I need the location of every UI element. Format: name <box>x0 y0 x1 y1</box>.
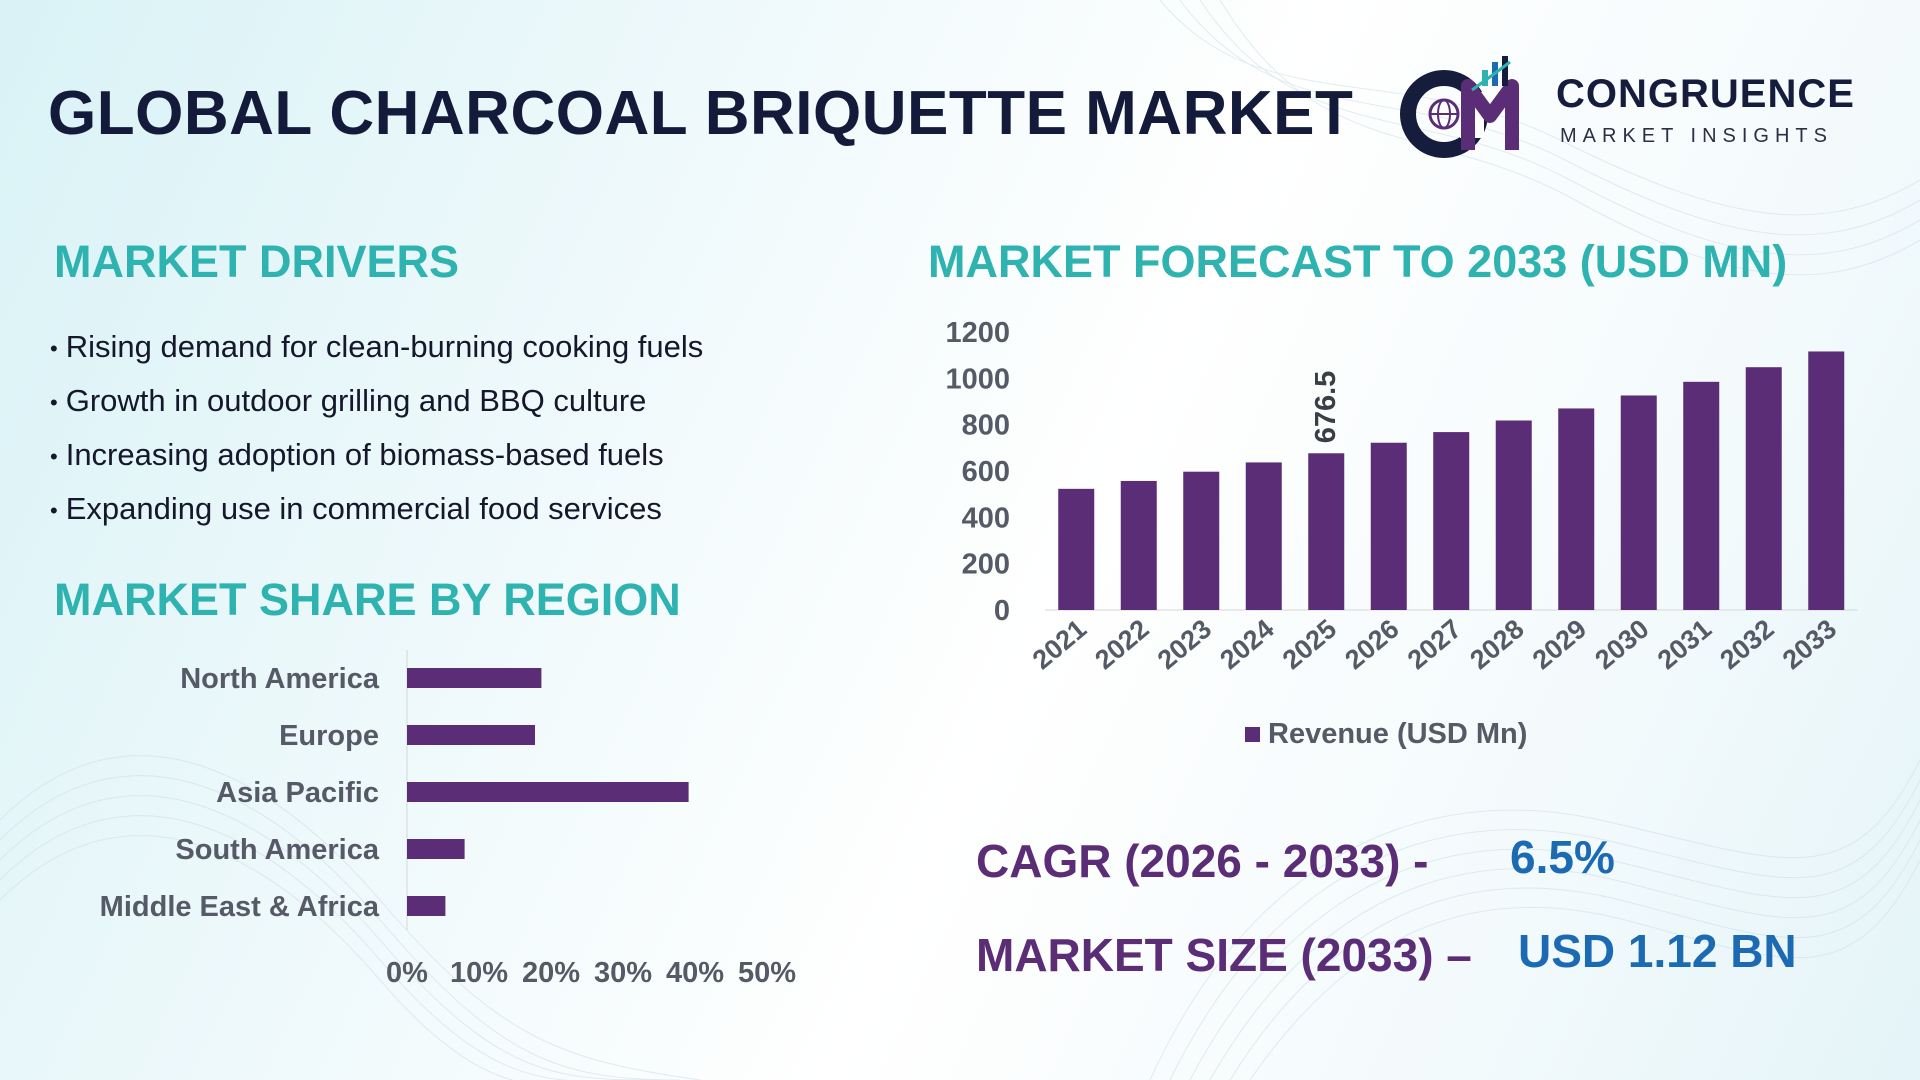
forecast-bar <box>1120 480 1157 610</box>
region-bar <box>407 782 689 802</box>
x-tick-label: 40% <box>666 957 724 989</box>
bullet-icon: • <box>50 389 58 415</box>
region-bar <box>407 896 446 916</box>
driver-item: • Expanding use in commercial food servic… <box>50 482 703 536</box>
y-tick-label: 1200 <box>945 317 1010 349</box>
bullet-icon: • <box>50 443 58 469</box>
forecast-bar <box>1058 488 1095 610</box>
driver-text: Rising demand for clean-burning cooking … <box>65 329 704 364</box>
category-label: South America <box>175 834 379 866</box>
driver-text: Expanding use in commercial food service… <box>65 491 662 526</box>
page-title: GLOBAL CHARCOAL BRIQUETTE MARKET <box>48 79 1354 148</box>
region-bar <box>407 725 535 745</box>
x-tick-label: 2033 <box>1777 614 1842 676</box>
x-tick-label: 2025 <box>1277 614 1342 676</box>
driver-item: • Increasing adoption of biomass-based fu… <box>50 428 703 482</box>
forecast-bar <box>1433 432 1470 610</box>
drivers-list: • Rising demand for clean-burning cooking… <box>50 320 703 536</box>
logo-mark-icon <box>1400 56 1519 158</box>
x-tick-label: 2032 <box>1714 614 1779 676</box>
region-bar <box>407 668 542 688</box>
x-tick-label: 2023 <box>1152 614 1217 676</box>
forecast-bar <box>1683 381 1720 610</box>
driver-item: • Rising demand for clean-burning cooking… <box>50 320 703 374</box>
cagr-label: CAGR (2026 - 2033) - <box>976 835 1429 887</box>
forecast-bar <box>1745 367 1782 610</box>
forecast-bar <box>1495 420 1532 610</box>
market-size-label: MARKET SIZE (2033) – <box>976 929 1472 981</box>
y-tick-label: 200 <box>962 549 1010 581</box>
x-tick-label: 2031 <box>1652 614 1717 676</box>
logo-brand-text: CONGRUENCE <box>1556 72 1855 116</box>
drivers-title: MARKET DRIVERS <box>54 236 460 287</box>
x-tick-label: 2028 <box>1464 614 1529 676</box>
category-label: Middle East & Africa <box>100 891 380 923</box>
y-tick-label: 800 <box>962 410 1010 442</box>
x-tick-label: 2026 <box>1339 614 1404 676</box>
forecast-bar <box>1183 471 1220 610</box>
x-tick-label: 50% <box>738 957 796 989</box>
x-tick-label: 10% <box>450 957 508 989</box>
y-tick-label: 400 <box>962 502 1010 534</box>
forecast-bar <box>1370 442 1407 610</box>
category-label: Asia Pacific <box>216 777 379 809</box>
bullet-icon: • <box>50 335 58 361</box>
forecast-bar <box>1620 395 1657 610</box>
x-tick-label: 0% <box>386 957 428 989</box>
forecast-bar <box>1245 462 1282 610</box>
x-tick-label: 2024 <box>1214 614 1279 676</box>
forecast-bar <box>1808 351 1845 610</box>
x-tick-label: 2027 <box>1402 614 1467 676</box>
y-tick-label: 1000 <box>945 363 1010 395</box>
legend-label: Revenue (USD Mn) <box>1268 718 1527 750</box>
y-tick-label: 600 <box>962 456 1010 488</box>
x-tick-label: 2030 <box>1589 614 1654 676</box>
driver-item: • Growth in outdoor grilling and BBQ cult… <box>50 374 703 428</box>
forecast-bar <box>1308 453 1345 610</box>
x-tick-label: 30% <box>594 957 652 989</box>
region-share-title: MARKET SHARE BY REGION <box>54 574 681 625</box>
forecast-bar <box>1558 408 1595 610</box>
bullet-icon: • <box>50 497 58 523</box>
data-label: 676.5 <box>1310 371 1342 444</box>
market-size-value: USD 1.12 BN <box>1518 925 1797 977</box>
logo-subtitle-text: MARKET INSIGHTS <box>1560 125 1833 147</box>
legend-swatch <box>1245 727 1260 742</box>
forecast-title: MARKET FORECAST TO 2033 (USD MN) <box>928 236 1788 287</box>
cagr-value: 6.5% <box>1510 831 1615 883</box>
driver-text: Increasing adoption of biomass-based fue… <box>65 437 664 472</box>
region-bar <box>407 839 465 859</box>
driver-text: Growth in outdoor grilling and BBQ cultu… <box>65 383 647 418</box>
y-tick-label: 0 <box>994 595 1010 627</box>
category-label: Europe <box>279 720 379 752</box>
x-tick-label: 20% <box>522 957 580 989</box>
x-tick-label: 2021 <box>1027 614 1092 676</box>
company-logo: CONGRUENCE MARKET INSIGHTS <box>1398 52 1868 162</box>
x-tick-label: 2029 <box>1527 614 1592 676</box>
region-share-chart: North America Europe Asia Pacific South Ame… <box>100 650 796 989</box>
category-label: North America <box>180 663 380 695</box>
forecast-chart: 0200400600800100012002021202220232024202… <box>945 317 1858 750</box>
x-tick-label: 2022 <box>1089 614 1154 676</box>
